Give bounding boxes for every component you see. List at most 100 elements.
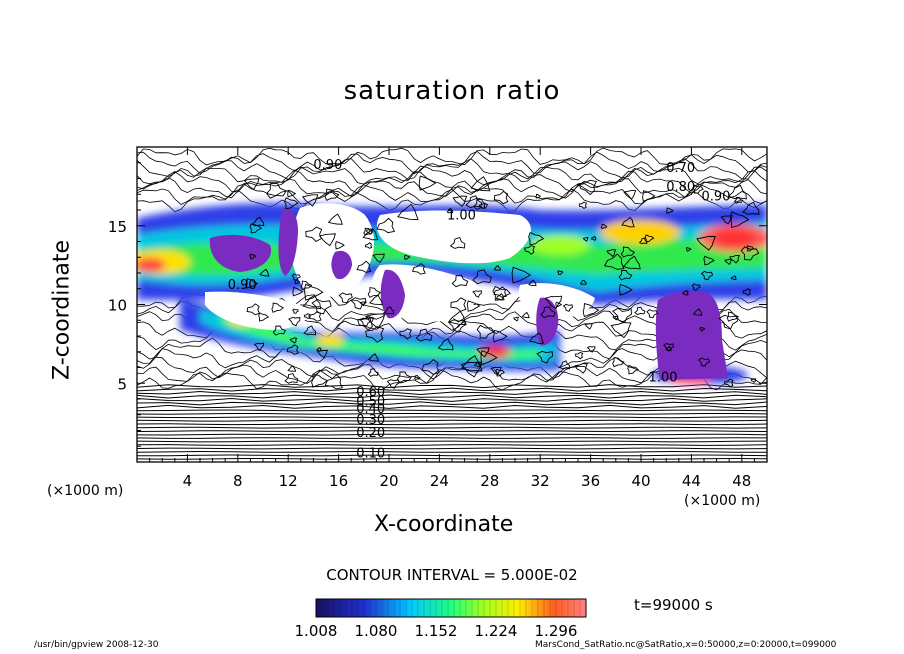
colorbar-tick-label: 1.224 <box>475 622 518 640</box>
contour-loop <box>460 361 482 378</box>
contour-loop <box>612 357 625 368</box>
footer-left: /usr/bin/gpview 2008-12-30 <box>34 640 159 650</box>
contour-loop <box>591 235 597 241</box>
contour-line <box>137 169 767 194</box>
contour-loop <box>750 378 757 384</box>
contour-loop <box>524 245 536 255</box>
contour-line <box>137 433 767 436</box>
contour-loop <box>324 374 343 390</box>
contour-loop <box>421 359 440 375</box>
contour-loop <box>513 316 520 322</box>
contour-loop <box>730 275 737 281</box>
contour-line <box>137 158 767 181</box>
contour-loop <box>367 368 379 377</box>
contour-loop <box>363 227 374 236</box>
contour-loop <box>465 195 482 209</box>
contour-loop <box>303 325 317 336</box>
y-tick-label: 10 <box>108 297 127 315</box>
contour-loop <box>634 306 646 316</box>
contour-loop <box>612 315 619 321</box>
contour-loop <box>272 325 287 336</box>
contour-loop <box>364 313 386 329</box>
contour-loop <box>742 201 760 215</box>
contour-line <box>137 188 767 213</box>
contour-loop <box>466 300 481 312</box>
footer-right: MarsCond_SatRatio.nc@SatRatio,x=0:50000,… <box>535 640 837 650</box>
contour-loop <box>451 274 469 288</box>
contour-label: 0.70 <box>666 161 695 176</box>
contour-loop <box>493 286 508 298</box>
contour-loop <box>271 302 285 313</box>
contour-loop <box>521 311 530 319</box>
contour-loop <box>729 211 750 228</box>
contour-loop <box>699 326 706 332</box>
contour-loop <box>724 258 733 265</box>
contour-loop <box>490 366 502 376</box>
contour-loop <box>691 283 701 291</box>
x-tick-label: 16 <box>329 472 348 490</box>
contour-loop <box>472 269 492 285</box>
contour-loop <box>556 270 564 276</box>
contour-loop <box>338 292 353 304</box>
contour-loop <box>372 253 385 264</box>
contour-loop <box>292 308 299 314</box>
contour-loop <box>303 283 324 301</box>
contour-line <box>137 394 767 399</box>
contour-loop <box>644 234 655 243</box>
contour-loop <box>621 216 635 228</box>
x-tick-label: 36 <box>581 472 600 490</box>
contour-loop <box>415 328 433 342</box>
field-layer: 0.10 0.200.300.400.500.60 0.70 0.80 0.90 0.90… <box>137 147 767 461</box>
contour-loop <box>574 363 588 374</box>
contour-label: 1.00 <box>649 371 678 386</box>
contour-loop <box>638 237 648 245</box>
contour-loop <box>383 306 395 315</box>
contour-loop <box>259 268 270 277</box>
contour-loop <box>368 294 383 306</box>
contour-loop <box>562 303 574 312</box>
contour-loop <box>418 175 437 191</box>
contour-loop <box>480 350 498 366</box>
contour-line <box>137 165 767 186</box>
x-tick-label: 44 <box>682 472 701 490</box>
contour-loop <box>540 306 556 319</box>
contour-loop <box>287 189 297 198</box>
y-axis-label: Z-coordinate <box>49 240 75 380</box>
contour-loop <box>413 375 421 381</box>
contour-loop <box>682 290 689 296</box>
contour-loop <box>620 246 636 258</box>
contour-loop <box>726 311 740 322</box>
x-tick-label: 48 <box>732 472 751 490</box>
contour-loop <box>718 314 738 330</box>
contour-loop <box>450 297 467 312</box>
contour-loop <box>495 293 505 301</box>
contour-loop <box>294 279 301 285</box>
contour-line <box>137 447 767 450</box>
contour-loop <box>359 301 366 307</box>
contour-line <box>137 384 767 389</box>
contour-loop <box>740 246 760 261</box>
contour-line <box>137 177 767 199</box>
x-axis-label: X-coordinate <box>374 512 514 537</box>
contour-label: 0.50 <box>356 394 385 409</box>
contour-line <box>137 450 767 453</box>
contour-loop <box>303 313 311 320</box>
contour-loop <box>449 236 466 249</box>
contour-loop <box>305 226 323 242</box>
contour-loop <box>720 215 733 225</box>
contour-line <box>137 437 767 439</box>
contour-loop <box>243 178 260 191</box>
contour-line <box>137 416 767 419</box>
contour-loop <box>447 319 466 333</box>
contour-loop <box>324 188 340 201</box>
chart-title: saturation ratio <box>343 76 561 106</box>
contour-loop <box>291 273 301 281</box>
contour-loop <box>473 361 481 367</box>
y-tick-label: 5 <box>117 375 127 393</box>
contour-loop <box>582 303 600 318</box>
contour-label: 0.90 <box>313 158 342 173</box>
contour-loop <box>311 373 329 388</box>
contour-line <box>137 426 767 429</box>
contour-loop <box>376 217 396 234</box>
contour-loop <box>727 184 747 200</box>
